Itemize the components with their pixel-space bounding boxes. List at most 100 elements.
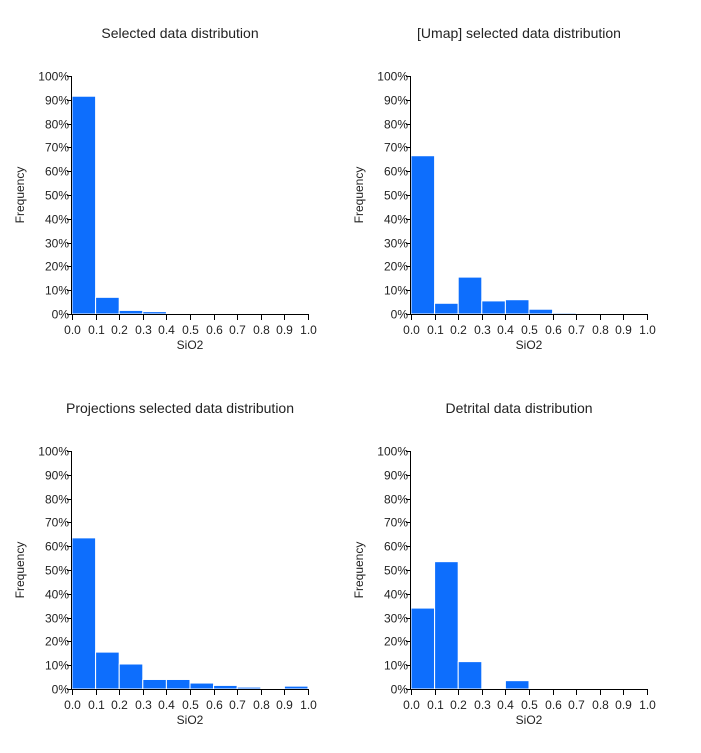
- x-tick-label: 0.2: [450, 323, 467, 337]
- y-tick-label: 70%: [384, 141, 408, 155]
- histogram-bar: [142, 678, 167, 690]
- y-tick-label: 30%: [384, 237, 408, 251]
- x-tick-label: 1.0: [300, 698, 317, 712]
- y-tick-label: 90%: [384, 469, 408, 483]
- y-tick-label: 30%: [45, 612, 69, 626]
- y-tick-label: 0%: [52, 308, 70, 322]
- chart-panel: Selected data distribution 0% 10% 20% 30% 40%…: [10, 18, 350, 378]
- histogram-bar: [410, 607, 436, 690]
- y-tick-label: 60%: [384, 165, 408, 179]
- y-tick-label: 70%: [45, 141, 69, 155]
- x-tick-label: 0.8: [253, 323, 270, 337]
- histogram-bar: [434, 561, 459, 690]
- y-tick-label: 60%: [45, 540, 69, 554]
- histogram-bar: [71, 537, 97, 690]
- x-tick-label: 0.5: [521, 698, 538, 712]
- y-tick-label: 100%: [377, 445, 408, 459]
- y-tick-label: 50%: [45, 564, 69, 578]
- histogram-bar: [552, 312, 577, 315]
- y-axis-label: Frequency: [352, 167, 366, 224]
- y-tick-label: 90%: [45, 469, 69, 483]
- x-tick-label: 0.8: [253, 698, 270, 712]
- y-tick-label: 20%: [384, 635, 408, 649]
- histogram-bar: [118, 309, 144, 315]
- y-tick-label: 90%: [45, 94, 69, 108]
- y-tick-label: 70%: [384, 516, 408, 530]
- y-tick-label: 100%: [38, 70, 69, 84]
- charts-grid: Selected data distribution 0% 10% 20% 30% 40%…: [10, 18, 689, 727]
- x-tick-label: 0.6: [206, 323, 223, 337]
- y-tick-label: 90%: [384, 94, 408, 108]
- y-tick-label: 30%: [45, 237, 69, 251]
- x-tick-label: 0.3: [135, 698, 152, 712]
- x-tick-label: 0.7: [568, 698, 585, 712]
- histogram-bar: [71, 95, 97, 315]
- chart-title: Projections selected data distribution: [66, 400, 294, 416]
- x-tick-label: 0.9: [615, 323, 632, 337]
- y-tick-label: 80%: [384, 493, 408, 507]
- y-tick-label: 50%: [384, 564, 408, 578]
- histogram-chart: Projections selected data distribution 0%…: [13, 400, 317, 727]
- x-tick-label: 0.7: [229, 323, 246, 337]
- chart-panel: [Umap] selected data distribution 0% 10% 20…: [349, 18, 689, 378]
- y-tick-label: 40%: [45, 588, 69, 602]
- x-tick-label: 0.8: [592, 698, 609, 712]
- histogram-bar: [236, 686, 262, 690]
- y-tick-label: 50%: [384, 189, 408, 203]
- chart-title: Selected data distribution: [101, 25, 258, 41]
- histogram-bar: [622, 312, 648, 315]
- y-tick-label: 20%: [45, 635, 69, 649]
- x-axis-label: SiO2: [177, 713, 204, 727]
- y-tick-label: 60%: [45, 165, 69, 179]
- y-tick-label: 0%: [391, 683, 409, 697]
- y-tick-label: 40%: [45, 213, 69, 227]
- y-tick-label: 80%: [45, 118, 69, 132]
- histogram-bar: [118, 663, 144, 690]
- y-tick-label: 100%: [377, 70, 408, 84]
- x-tick-label: 0.6: [545, 323, 562, 337]
- x-tick-label: 0.5: [182, 323, 199, 337]
- histogram-chart: Detrital data distribution 0% 10% 20% 30% 40%…: [352, 400, 656, 727]
- x-axis-label: SiO2: [516, 713, 543, 727]
- histogram-bar: [283, 685, 309, 690]
- x-axis-label: SiO2: [177, 338, 204, 352]
- histogram-bar: [528, 308, 554, 315]
- y-tick-label: 40%: [384, 213, 408, 227]
- x-tick-label: 0.9: [276, 323, 293, 337]
- x-tick-label: 0.4: [158, 698, 175, 712]
- histogram-chart: [Umap] selected data distribution 0% 10% 20…: [352, 25, 656, 352]
- x-tick-label: 0.1: [88, 323, 105, 337]
- x-tick-label: 0.9: [615, 698, 632, 712]
- histogram-bar: [434, 302, 459, 315]
- x-tick-label: 0.6: [206, 698, 223, 712]
- x-tick-label: 0.3: [474, 698, 491, 712]
- y-tick-label: 100%: [38, 445, 69, 459]
- x-tick-label: 0.4: [497, 698, 514, 712]
- x-tick-label: 0.1: [427, 323, 444, 337]
- y-tick-label: 0%: [52, 683, 70, 697]
- y-tick-label: 80%: [45, 493, 69, 507]
- chart-title: Detrital data distribution: [445, 400, 592, 416]
- x-tick-label: 0.3: [135, 323, 152, 337]
- x-tick-label: 1.0: [639, 698, 656, 712]
- x-tick-label: 0.0: [64, 698, 81, 712]
- x-tick-label: 0.2: [450, 698, 467, 712]
- histogram-bar: [504, 299, 530, 315]
- histogram-bar: [457, 661, 483, 690]
- y-tick-label: 60%: [384, 540, 408, 554]
- x-axis-label: SiO2: [516, 338, 543, 352]
- histogram-bar: [599, 312, 624, 315]
- histogram-chart: Selected data distribution 0% 10% 20% 30% 40%…: [13, 25, 317, 352]
- x-tick-label: 0.1: [427, 698, 444, 712]
- x-tick-label: 0.1: [88, 698, 105, 712]
- y-axis-label: Frequency: [13, 542, 27, 599]
- x-tick-label: 1.0: [639, 323, 656, 337]
- x-tick-label: 0.0: [403, 323, 420, 337]
- x-tick-label: 0.3: [474, 323, 491, 337]
- histogram-bar: [142, 311, 167, 315]
- x-tick-label: 1.0: [300, 323, 317, 337]
- x-tick-label: 0.9: [276, 698, 293, 712]
- x-tick-label: 0.5: [182, 698, 199, 712]
- x-tick-label: 0.7: [229, 698, 246, 712]
- chart-panel: Detrital data distribution 0% 10% 20% 30% 40%…: [349, 393, 689, 753]
